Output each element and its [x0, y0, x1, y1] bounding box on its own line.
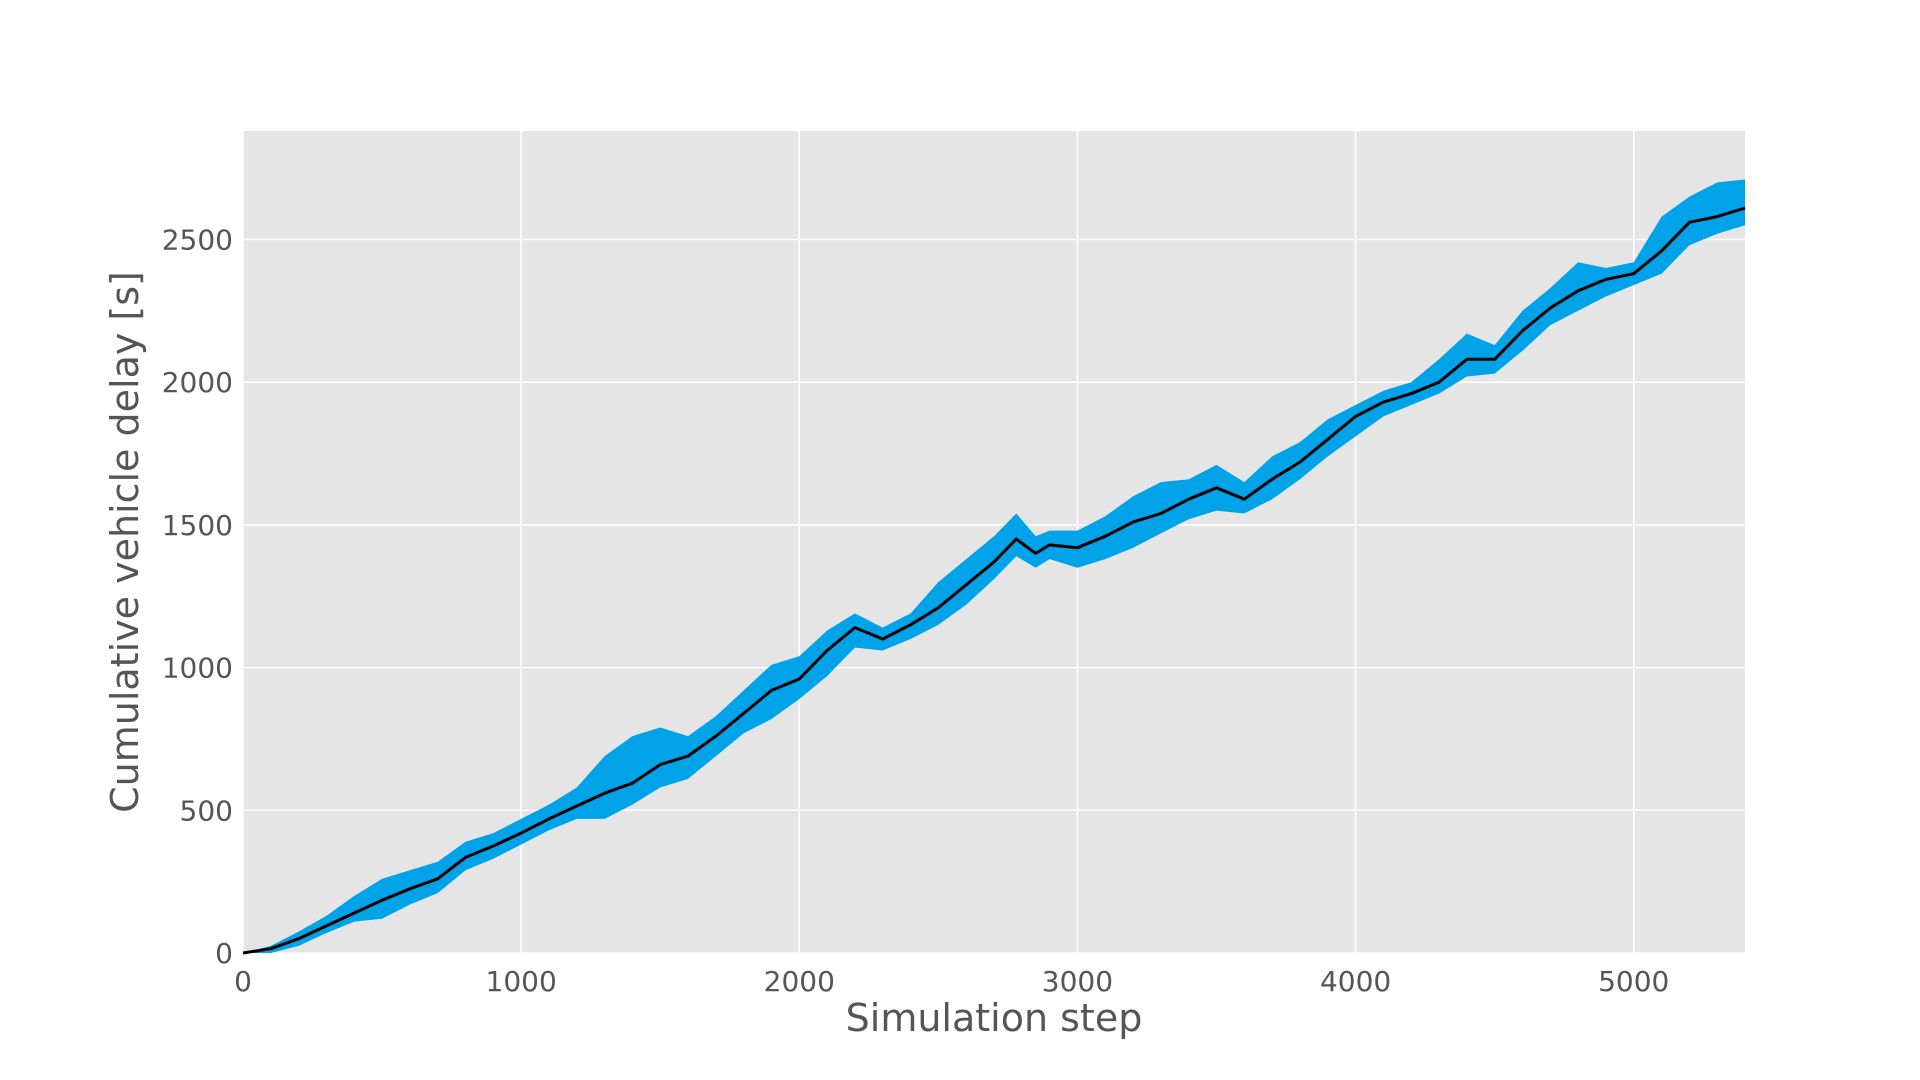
- y-tick-label: 1500: [162, 509, 233, 542]
- x-axis-label: Simulation step: [846, 996, 1143, 1040]
- x-tick-label: 2000: [764, 965, 835, 998]
- y-tick-label: 2000: [162, 366, 233, 399]
- x-tick-label: 4000: [1320, 965, 1391, 998]
- confidence-band: [243, 179, 1745, 953]
- mean-line: [242, 206, 1746, 955]
- y-tick-label: 500: [180, 794, 233, 827]
- x-tick-label: 1000: [486, 965, 557, 998]
- y-tick-label: 2500: [162, 223, 233, 256]
- y-axis-label: Cumulative vehicle delay [s]: [103, 271, 147, 813]
- x-tick-label: 3000: [1042, 965, 1113, 998]
- grid: [242, 131, 1745, 954]
- x-tick-labels: 0 1000 2000 3000 4000 5000: [234, 965, 1669, 998]
- y-tick-labels: 0 500 1000 1500 2000 2500: [162, 223, 233, 970]
- y-tick-label: 1000: [162, 652, 233, 685]
- y-tick-label: 0: [215, 937, 233, 970]
- x-tick-label: 0: [234, 965, 252, 998]
- x-tick-label: 5000: [1598, 965, 1669, 998]
